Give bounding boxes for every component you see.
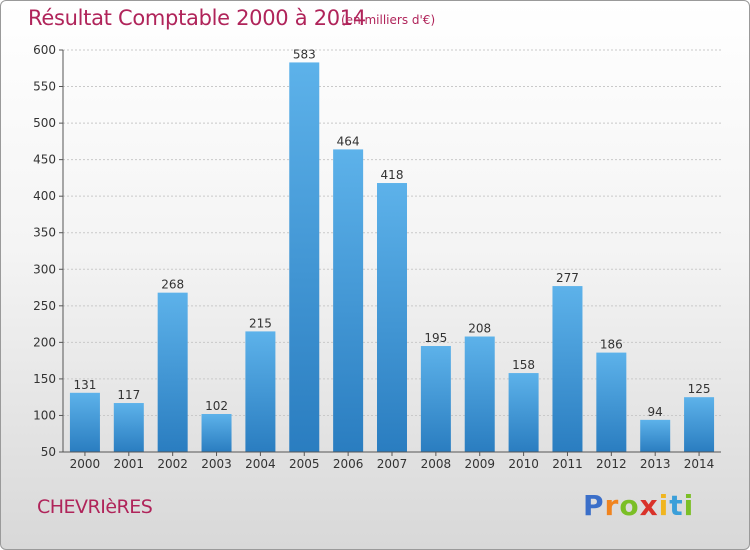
bar [289,62,320,453]
data-label: 158 [512,358,535,372]
y-tick-label: 600 [33,43,56,57]
data-label: 125 [688,382,711,396]
y-tick-label: 350 [33,226,56,240]
proxiti-logo: Proxiti [583,489,694,522]
y-tick-label: 50 [41,445,56,459]
bar [113,403,144,452]
data-label: 215 [249,316,272,330]
data-label: 418 [381,168,404,182]
chart-title: Résultat Comptable 2000 à 2014 [28,6,366,30]
data-label: 277 [556,271,579,285]
bar [333,149,364,453]
bar [552,286,583,452]
x-tick-label: 2004 [245,457,276,471]
bar [157,292,188,452]
x-tick-label: 2008 [421,457,452,471]
data-label: 464 [337,134,360,148]
y-tick-label: 400 [33,189,56,203]
x-tick-label: 2012 [596,457,627,471]
x-tick-label: 2002 [157,457,188,471]
bar [377,183,407,452]
data-label: 117 [117,388,140,402]
unit-label: (en milliers d'€) [341,13,436,27]
x-tick-label: 2010 [508,457,539,471]
x-tick-label: 2009 [464,457,495,471]
x-tick-label: 2003 [201,457,232,471]
logo-letter: o [619,489,640,522]
logo-letter: t [669,489,684,522]
y-tick-label: 150 [33,372,56,386]
data-label: 94 [648,405,663,419]
bar [684,397,715,452]
data-label: 186 [600,338,623,352]
bar [464,336,495,452]
logo-letter: r [604,489,620,522]
y-tick-label: 100 [33,408,56,422]
x-tick-label: 2006 [333,457,364,471]
commune-name: CHEVRIèRES [37,496,153,518]
x-tick-label: 2014 [684,457,715,471]
bar [596,352,627,452]
x-tick-label: 2007 [377,457,408,471]
x-tick-label: 2001 [114,457,145,471]
data-label: 102 [205,399,228,413]
x-tick-label: 2005 [289,457,320,471]
x-tick-label: 2000 [70,457,101,471]
data-label: 583 [293,47,316,61]
x-tick-label: 2011 [552,457,583,471]
y-tick-label: 300 [33,262,56,276]
x-tick-label: 2013 [640,457,671,471]
bar [69,392,100,452]
bar [640,419,671,452]
bar [420,346,451,452]
data-label: 208 [468,322,491,336]
y-tick-label: 450 [33,153,56,167]
data-label: 131 [73,378,96,392]
logo-letter: x [639,489,659,522]
logo-letter: i [683,489,695,522]
data-label: 268 [161,278,184,292]
bar [245,331,276,452]
bar [508,373,539,452]
y-tick-label: 250 [33,299,56,313]
y-tick-label: 200 [33,335,56,349]
y-tick-label: 550 [33,80,56,94]
y-tick-label: 500 [33,116,56,130]
bar [201,413,232,452]
logo-letter: P [583,489,605,522]
logo-letter: i [658,489,670,522]
data-label: 195 [424,331,447,345]
